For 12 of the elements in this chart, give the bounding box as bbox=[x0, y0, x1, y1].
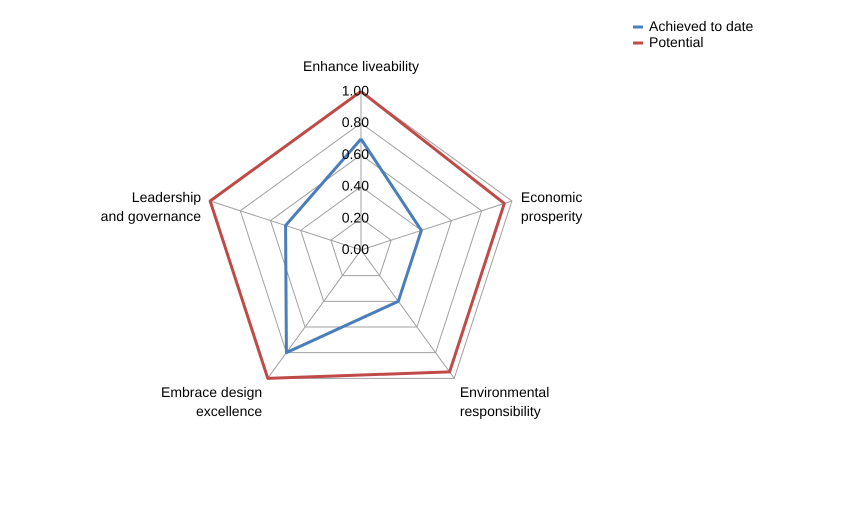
spoke-label: Environmental responsibility bbox=[460, 384, 550, 420]
spoke-label: Enhance liveability bbox=[303, 58, 419, 74]
legend-label: Achieved to date bbox=[649, 18, 754, 34]
spoke-label: Embrace design excellence bbox=[161, 384, 262, 420]
y-tick-label: 1.00 bbox=[342, 82, 370, 98]
legend-label: Potential bbox=[649, 34, 704, 50]
y-tick-label: 0.40 bbox=[342, 178, 370, 194]
y-tick-label: 0.00 bbox=[342, 241, 370, 257]
spoke-label: Economic prosperity bbox=[520, 189, 582, 224]
spoke-label: Leadership and governance bbox=[100, 189, 202, 224]
y-tick-label: 0.80 bbox=[342, 114, 370, 130]
y-tick-label: 0.20 bbox=[342, 209, 370, 226]
